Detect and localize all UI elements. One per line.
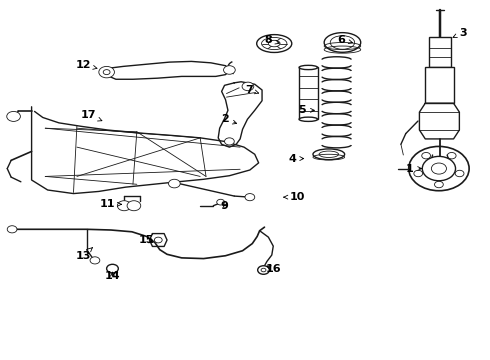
Text: 1: 1 <box>406 163 421 174</box>
Text: 4: 4 <box>289 154 304 163</box>
Circle shape <box>117 201 131 211</box>
Text: 13: 13 <box>75 248 93 261</box>
Ellipse shape <box>324 33 361 52</box>
Ellipse shape <box>330 36 355 49</box>
Text: 12: 12 <box>75 60 97 70</box>
Circle shape <box>169 179 180 188</box>
Circle shape <box>107 264 118 273</box>
Text: 2: 2 <box>220 114 237 124</box>
Circle shape <box>223 66 235 74</box>
Bar <box>425 67 454 103</box>
Text: 8: 8 <box>265 35 279 45</box>
Ellipse shape <box>299 65 318 69</box>
Ellipse shape <box>313 149 344 159</box>
Text: 6: 6 <box>338 35 352 45</box>
Text: 5: 5 <box>299 105 315 115</box>
Circle shape <box>99 66 115 78</box>
Bar <box>429 37 451 67</box>
Circle shape <box>7 111 21 121</box>
Text: 10: 10 <box>284 192 305 202</box>
Ellipse shape <box>257 35 292 53</box>
Circle shape <box>245 194 255 201</box>
Text: 16: 16 <box>266 264 281 274</box>
Text: 9: 9 <box>220 201 228 211</box>
Text: 15: 15 <box>139 235 154 245</box>
Text: 7: 7 <box>245 85 259 95</box>
Text: 17: 17 <box>80 110 102 121</box>
Circle shape <box>154 237 162 243</box>
Circle shape <box>90 257 100 264</box>
Circle shape <box>422 156 456 181</box>
Text: 3: 3 <box>453 28 467 38</box>
Circle shape <box>258 266 270 274</box>
Circle shape <box>242 82 254 91</box>
Circle shape <box>224 138 234 145</box>
Text: 14: 14 <box>105 271 120 281</box>
Circle shape <box>127 201 141 211</box>
Circle shape <box>217 199 224 205</box>
Circle shape <box>7 226 17 233</box>
Text: 11: 11 <box>100 199 122 209</box>
Ellipse shape <box>299 117 318 121</box>
Bar <box>299 67 318 119</box>
